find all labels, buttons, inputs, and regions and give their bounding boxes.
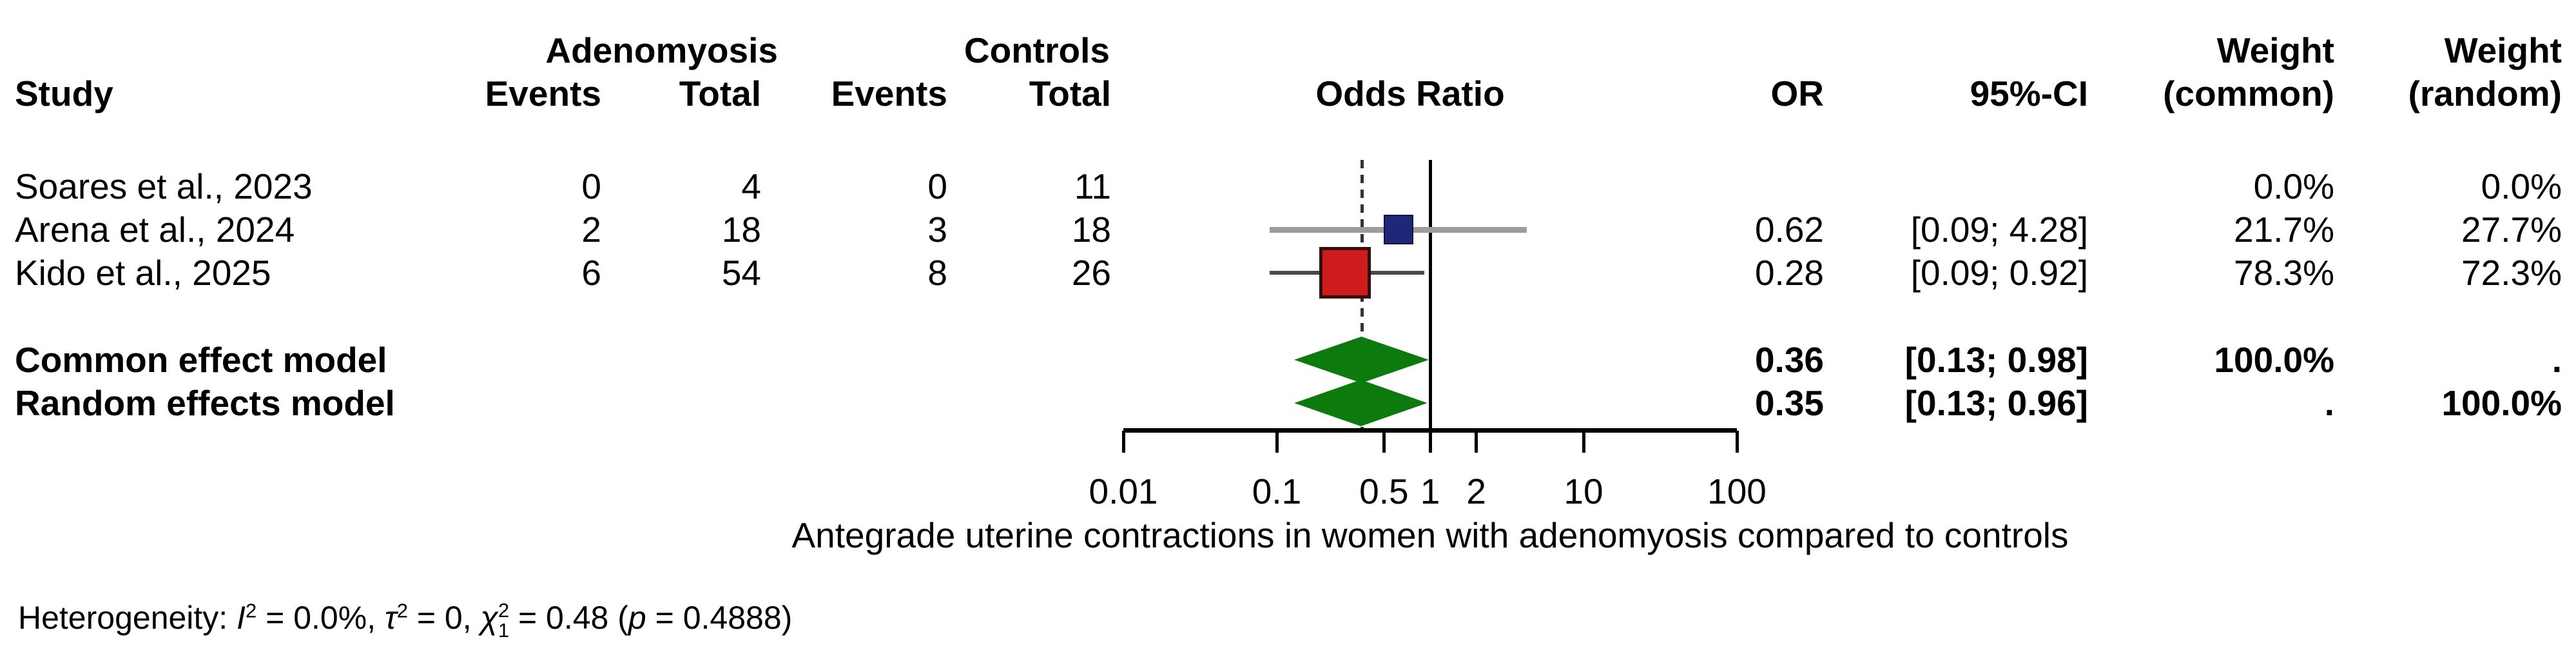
weight-random-value: 27.7%	[2461, 210, 2562, 250]
x-axis-tick-label: 100	[1707, 471, 1767, 511]
study-name: Soares et al., 2023	[15, 166, 313, 206]
adeno-events: 6	[581, 253, 601, 293]
ci-value: [0.13; 0.98]	[1904, 340, 2088, 380]
adeno-total: 4	[741, 166, 761, 206]
column-header-weight-common-1: Weight	[2216, 30, 2334, 70]
group-header-adenomyosis: Adenomyosis	[545, 30, 778, 70]
column-header-weight-random-2: (random)	[2408, 74, 2562, 113]
x-axis-tick	[1382, 431, 1386, 453]
weight-common-value: 100.0%	[2214, 340, 2334, 380]
column-header-ctrl-total: Total	[1029, 74, 1111, 113]
or-value: 0.35	[1754, 383, 1824, 423]
or-value: 0.28	[1754, 253, 1824, 293]
column-header-adeno-events: Events	[485, 74, 601, 113]
x-axis-tick-label: 1	[1420, 471, 1440, 511]
adeno-total: 54	[721, 253, 761, 293]
weight-random-value: 100.0%	[2441, 383, 2562, 423]
x-axis-line	[1123, 428, 1737, 433]
reference-line-or1	[1428, 160, 1432, 431]
x-axis-caption: Antegrade uterine contractions in women …	[791, 515, 2069, 555]
or-value: 0.62	[1754, 210, 1824, 250]
x-axis-tick-label: 0.5	[1359, 471, 1409, 511]
adeno-total: 18	[721, 210, 761, 250]
x-axis-tick	[1275, 431, 1279, 453]
ctrl-events: 0	[927, 166, 947, 206]
adeno-events: 0	[581, 166, 601, 206]
group-header-controls: Controls	[964, 30, 1110, 70]
or-value: 0.36	[1754, 340, 1824, 380]
column-header-adeno-total: Total	[679, 74, 761, 113]
model-name: Random effects model	[15, 383, 395, 423]
ci-value: [0.13; 0.96]	[1904, 383, 2088, 423]
ctrl-total: 18	[1071, 210, 1111, 250]
x-axis-tick	[1735, 431, 1739, 453]
weight-common-value: .	[2324, 383, 2334, 423]
effect-square	[1383, 215, 1413, 244]
column-header-weight-random-1: Weight	[2444, 30, 2562, 70]
summary-diamond	[1294, 337, 1429, 383]
x-axis-tick-label: 2	[1466, 471, 1486, 511]
summary-diamond	[1294, 380, 1428, 426]
weight-common-value: 0.0%	[2253, 166, 2334, 206]
ci-value: [0.09; 4.28]	[1910, 210, 2088, 250]
weight-common-value: 21.7%	[2234, 210, 2334, 250]
x-axis-tick	[1121, 431, 1125, 453]
column-header-study: Study	[15, 74, 113, 113]
adeno-events: 2	[581, 210, 601, 250]
weight-random-value: 72.3%	[2461, 253, 2562, 293]
weight-random-value: .	[2552, 340, 2562, 380]
ctrl-total: 11	[1074, 166, 1111, 206]
x-axis-tick	[1428, 431, 1432, 453]
weight-common-value: 78.3%	[2234, 253, 2334, 293]
ctrl-total: 26	[1071, 253, 1111, 293]
x-axis-tick-label: 0.01	[1089, 471, 1158, 511]
ctrl-events: 3	[927, 210, 947, 250]
x-axis-tick-label: 0.1	[1252, 471, 1302, 511]
column-header-weight-common-2: (common)	[2163, 74, 2334, 113]
x-axis-tick	[1582, 431, 1585, 453]
weight-random-value: 0.0%	[2481, 166, 2562, 206]
ci-value: [0.09; 0.92]	[1910, 253, 2088, 293]
effect-square	[1319, 247, 1371, 299]
x-axis-tick-label: 10	[1564, 471, 1603, 511]
column-header-ci: 95%-CI	[1970, 74, 2088, 113]
column-header-or: OR	[1770, 74, 1825, 113]
column-header-ctrl-events: Events	[831, 74, 947, 113]
study-name: Kido et al., 2025	[15, 253, 271, 293]
ctrl-events: 8	[927, 253, 947, 293]
column-header-odds-ratio: Odds Ratio	[1315, 74, 1505, 113]
study-name: Arena et al., 2024	[15, 210, 295, 250]
x-axis-tick	[1475, 431, 1478, 453]
model-name: Common effect model	[15, 340, 387, 380]
